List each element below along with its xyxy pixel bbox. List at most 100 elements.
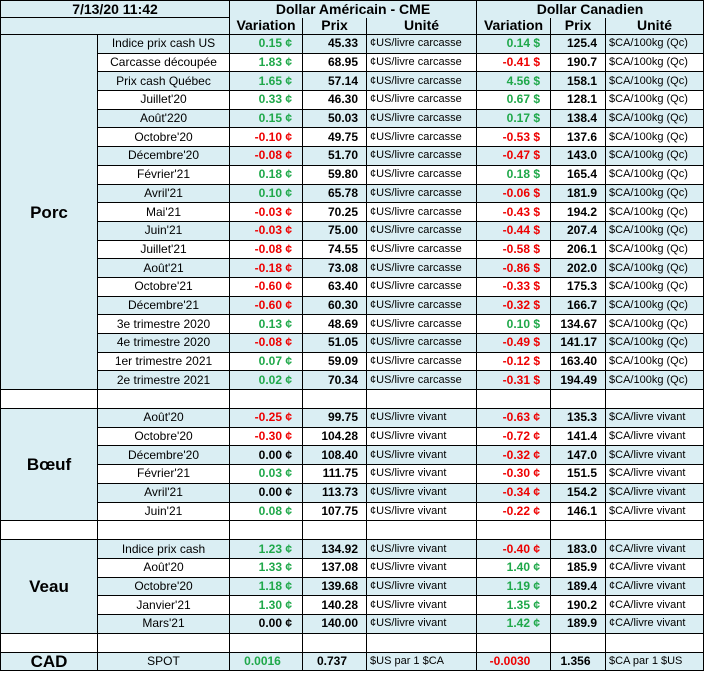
ca-price: 165.4 [550,164,607,185]
us-unit: ¢US/livre carcasse [366,333,478,353]
data-row: Août'20 1.33 ¢ 137.08 ¢US/livre vivant 1.40 … [1,557,704,578]
data-row: Octobre'20 1.18 ¢ 139.68 ¢US/livre vivant 1.… [1,576,704,597]
ca-variation: -0.58 $ [476,239,552,260]
ca-variation: -0.86 $ [476,258,552,278]
data-row: 1er trimestre 2021 0.07 ¢ 59.09 ¢US/livre c… [1,351,704,372]
us-variation: -0.60 ¢ [229,276,304,297]
row-label: Juillet'21 [96,239,231,260]
row-label: Carcasse découpée [96,52,231,73]
section-label: CAD [0,651,98,672]
us-unit: ¢US/livre carcasse [366,146,478,166]
ca-unit: $CA/livre vivant [605,445,704,466]
us-unit: ¢US/livre carcasse [366,71,478,92]
row-label: Octobre'20 [96,426,231,447]
ca-price: 146.1 [550,501,607,522]
us-price: 140.00 [302,613,368,634]
ca-variation: 1.42 ¢ [476,613,552,634]
data-row: Octobre'20 -0.10 ¢ 49.75 ¢US/livre carcasse… [1,127,704,148]
section-label: Veau [0,539,98,634]
ca-price: 125.4 [550,34,607,54]
col-header: Prix [302,17,368,35]
ca-price: 137.6 [550,127,607,148]
us-variation: 0.15 ¢ [229,34,304,54]
us-unit: ¢US/livre carcasse [366,295,478,316]
row-label: Juin'21 [96,220,231,241]
us-variation: -0.30 ¢ [229,426,304,447]
us-variation: -0.60 ¢ [229,295,304,316]
data-row: Octobre'20 -0.30 ¢ 104.28 ¢US/livre vivant -… [1,426,704,447]
us-price: 45.33 [302,34,368,54]
ca-unit: $CA/100kg (Qc) [605,295,704,316]
ca-unit: $CA/100kg (Qc) [605,71,704,92]
row-label: Décembre'20 [96,445,231,466]
us-variation: -0.25 ¢ [229,408,304,428]
ca-price: 190.7 [550,52,607,73]
us-price: 139.68 [302,576,368,597]
spacer-cell [476,632,552,653]
us-unit: $US par 1 $CA [366,651,478,672]
ca-variation: -0.32 $ [476,295,552,316]
row-label: Février'21 [96,464,231,484]
ca-price: 147.0 [550,445,607,466]
data-row: Octobre'21 -0.60 ¢ 63.40 ¢US/livre carcasse… [1,276,704,297]
ca-variation: 1.35 ¢ [476,595,552,615]
us-variation: 0.10 ¢ [229,183,304,204]
us-unit: ¢US/livre carcasse [366,127,478,148]
row-label: Octobre'21 [96,276,231,297]
ca-price: 189.9 [550,613,607,634]
us-price: 46.30 [302,90,368,110]
spacer-cell [366,632,478,653]
us-unit: ¢US/livre carcasse [366,202,478,222]
ca-unit: ¢CA/livre vivant [605,595,704,615]
ca-variation: -0.43 $ [476,202,552,222]
ca-unit: $CA/livre vivant [605,408,704,428]
row-label: Mars'21 [96,613,231,634]
us-price: 107.75 [302,501,368,522]
row-label: Février'21 [96,164,231,185]
us-unit: ¢US/livre carcasse [366,351,478,372]
data-row: Février'21 0.03 ¢ 111.75 ¢US/livre vivant -0… [1,464,704,484]
us-unit: ¢US/livre carcasse [366,90,478,110]
data-row: Décembre'20 -0.08 ¢ 51.70 ¢US/livre carcass… [1,146,704,166]
spacer-cell [366,520,478,541]
data-row: Avril'21 0.10 ¢ 65.78 ¢US/livre carcasse -0.… [1,183,704,204]
row-label: SPOT [96,651,231,672]
us-variation: 0.07 ¢ [229,351,304,372]
us-unit: ¢US/livre vivant [366,482,478,503]
data-row: 2e trimestre 2021 0.02 ¢ 70.34 ¢US/livre ca… [1,370,704,391]
ca-unit: ¢CA/livre vivant [605,557,704,578]
data-row: Carcasse découpée 1.83 ¢ 68.95 ¢US/livre ca… [1,52,704,73]
ca-price: 194.49 [550,370,607,391]
us-unit: ¢US/livre carcasse [366,183,478,204]
ca-price: 141.4 [550,426,607,447]
us-variation: -0.18 ¢ [229,258,304,278]
us-price: 48.69 [302,314,368,334]
spacer-cell [366,389,478,410]
row-label: Août'20 [96,557,231,578]
ca-price: 163.40 [550,351,607,372]
spacer-cell [302,632,368,653]
us-unit: ¢US/livre carcasse [366,258,478,278]
us-price: 59.09 [302,351,368,372]
row-label: Octobre'20 [96,127,231,148]
us-price: 59.80 [302,164,368,185]
us-variation: 1.30 ¢ [229,595,304,615]
us-price: 99.75 [302,408,368,428]
us-price: 75.00 [302,220,368,241]
spacer-cell [0,520,98,541]
ca-price: 175.3 [550,276,607,297]
ca-variation: -0.53 $ [476,127,552,148]
ca-variation: 0.14 $ [476,34,552,54]
ca-price: 158.1 [550,71,607,92]
us-unit: ¢US/livre carcasse [366,34,478,54]
spacer-row [0,632,704,653]
us-price: 113.73 [302,482,368,503]
row-label: 1er trimestre 2021 [96,351,231,372]
us-variation: 0.08 ¢ [229,501,304,522]
us-variation: 1.83 ¢ [229,52,304,73]
us-unit: ¢US/livre vivant [366,539,478,559]
ca-price: 185.9 [550,557,607,578]
ca-price: 166.7 [550,295,607,316]
spacer-cell [0,389,98,410]
row-label: Octobre'20 [96,576,231,597]
